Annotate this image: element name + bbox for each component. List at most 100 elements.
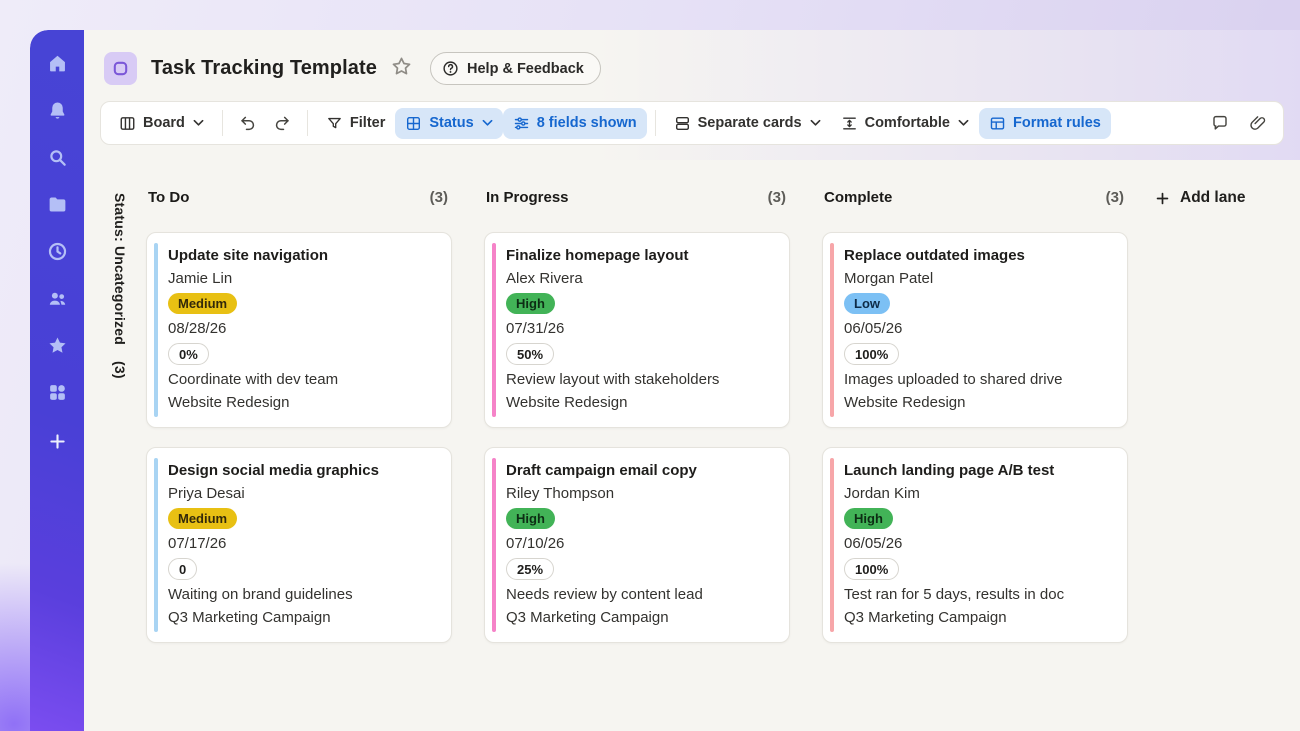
sidebar-apps-button[interactable]: [39, 375, 75, 409]
group-count: (3): [112, 361, 128, 379]
redo-button[interactable]: [265, 106, 299, 140]
row-density-label: Comfortable: [864, 115, 950, 131]
card-project: Website Redesign: [168, 394, 290, 411]
notifications-icon: [47, 100, 68, 121]
sidebar-notifications-button[interactable]: [39, 93, 75, 127]
sidebar: [30, 30, 84, 731]
task-card[interactable]: Finalize homepage layout Alex Rivera High 0…: [484, 232, 790, 428]
card-accent-stripe: [492, 458, 496, 632]
card-accent-stripe: [830, 243, 834, 417]
progress-badge: 100%: [844, 558, 900, 580]
card-project: Q3 Marketing Campaign: [168, 609, 331, 626]
group-header-status-uncategorized[interactable]: Status: Uncategorized (3): [112, 193, 128, 379]
row-height-icon: [841, 115, 858, 132]
help-feedback-label: Help & Feedback: [467, 60, 584, 77]
redo-icon: [273, 114, 291, 132]
comment-bubble-icon: [1211, 114, 1229, 132]
plus-icon: [1154, 190, 1171, 207]
sliders-icon: [513, 115, 530, 132]
toolbar-divider: [306, 110, 308, 136]
progress-badge: 100%: [844, 343, 900, 365]
sidebar-recent-button[interactable]: [39, 234, 75, 268]
task-card[interactable]: Replace outdated images Morgan Patel Low 06…: [822, 232, 1128, 428]
toolbar-right: [1203, 106, 1275, 140]
card-accent-stripe: [492, 243, 496, 417]
card-title: Design social media graphics: [168, 462, 379, 479]
sidebar-shared-button[interactable]: [39, 281, 75, 315]
add-lane-button[interactable]: Add lane: [1154, 189, 1245, 207]
chevron-down-icon: [958, 119, 969, 127]
priority-badge: Medium: [168, 293, 238, 314]
group-icon: [405, 115, 422, 132]
task-card[interactable]: Design social media graphics Priya Desai M…: [146, 447, 452, 643]
files-icon: [47, 194, 68, 215]
favorite-button[interactable]: [390, 55, 413, 83]
group-by-label: Status: [429, 115, 474, 131]
lane-title: In Progress: [486, 189, 569, 206]
card-assignee: Alex Rivera: [506, 270, 583, 287]
chevron-down-icon: [193, 119, 204, 127]
separate-cards-button[interactable]: Separate cards: [664, 108, 831, 139]
lane-header: Complete (3): [822, 189, 1128, 206]
card-assignee: Morgan Patel: [844, 270, 934, 287]
lane-count: (3): [1105, 189, 1124, 206]
toolbar-divider: [221, 110, 223, 136]
view-switcher-board[interactable]: Board: [109, 108, 214, 139]
task-card[interactable]: Launch landing page A/B test Jordan Kim Hi…: [822, 447, 1128, 643]
lane-title: To Do: [148, 189, 190, 206]
card-project: Website Redesign: [844, 394, 966, 411]
card-note: Needs review by content lead: [506, 586, 703, 603]
card-due-date: 06/05/26: [844, 535, 903, 552]
add-icon: [47, 431, 68, 452]
row-density-button[interactable]: Comfortable: [831, 108, 979, 139]
filter-button[interactable]: Filter: [316, 108, 395, 139]
task-card[interactable]: Update site navigation Jamie Lin Medium 08/…: [146, 232, 452, 428]
card-note: Images uploaded to shared drive: [844, 371, 1063, 388]
group-label: Status: Uncategorized: [112, 193, 128, 345]
priority-badge: Medium: [168, 508, 238, 529]
board-view-icon: [119, 115, 136, 132]
comments-button[interactable]: [1203, 106, 1237, 140]
card-note: Test ran for 5 days, results in doc: [844, 586, 1065, 603]
format-rules-button[interactable]: Format rules: [979, 107, 1111, 139]
progress-badge: 50%: [506, 343, 555, 365]
card-note: Waiting on brand guidelines: [168, 586, 353, 603]
filter-funnel-icon: [326, 115, 343, 132]
shared-icon: [47, 288, 68, 309]
star-outline-icon: [390, 55, 413, 78]
sidebar-favorites-button[interactable]: [39, 328, 75, 362]
priority-badge: High: [844, 508, 893, 529]
progress-badge: 0%: [168, 343, 209, 365]
sidebar-home-button[interactable]: [39, 46, 75, 80]
card-title: Finalize homepage layout: [506, 247, 689, 264]
page-title: Task Tracking Template: [151, 57, 377, 79]
chevron-down-icon: [810, 119, 821, 127]
priority-badge: Low: [844, 293, 890, 314]
card-note: Review layout with stakeholders: [506, 371, 720, 388]
app-window: Task Tracking Template Help & Feedback B…: [30, 30, 1300, 731]
card-assignee: Riley Thompson: [506, 485, 615, 502]
lane-header: To Do (3): [146, 189, 452, 206]
toolbar-divider: [654, 110, 656, 136]
attachments-button[interactable]: [1241, 106, 1275, 140]
card-due-date: 07/10/26: [506, 535, 565, 552]
sidebar-add-button[interactable]: [39, 424, 75, 458]
header: Task Tracking Template Help & Feedback: [84, 30, 1300, 85]
recent-icon: [47, 241, 68, 262]
help-feedback-button[interactable]: Help & Feedback: [430, 52, 601, 85]
lane-in-progress: In Progress (3) Finalize homepage layout Al…: [484, 189, 790, 662]
progress-badge: 0: [168, 558, 198, 580]
stacked-cards-icon: [674, 115, 691, 132]
card-assignee: Priya Desai: [168, 485, 245, 502]
lane-complete: Complete (3) Replace outdated images Morgan…: [822, 189, 1128, 662]
undo-button[interactable]: [231, 106, 265, 140]
card-due-date: 07/31/26: [506, 320, 565, 337]
card-title: Update site navigation: [168, 247, 329, 264]
task-card[interactable]: Draft campaign email copy Riley Thompson H…: [484, 447, 790, 643]
group-by-status-button[interactable]: Status: [395, 107, 503, 139]
fields-shown-label: 8 fields shown: [536, 115, 637, 131]
sidebar-files-button[interactable]: [39, 187, 75, 221]
sidebar-search-button[interactable]: [39, 140, 75, 174]
template-icon: [111, 59, 130, 78]
fields-shown-button[interactable]: 8 fields shown: [502, 107, 647, 139]
